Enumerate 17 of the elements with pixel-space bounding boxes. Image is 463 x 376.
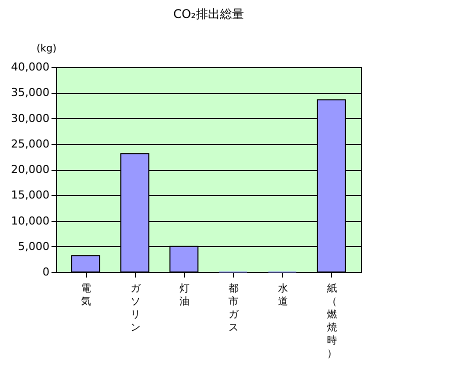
x-tick-label: 紙（燃焼時）	[326, 282, 337, 360]
y-tick-label: 25,000	[11, 137, 50, 150]
y-tick-label: 10,000	[11, 214, 50, 228]
y-axis-title: (kg)	[36, 44, 57, 54]
y-tick-label: 15,000	[11, 188, 50, 202]
x-tick-label: 灯油	[179, 282, 190, 308]
x-tick-label: 都市ガス	[228, 282, 240, 334]
chart-title: CO₂排出総量	[173, 7, 244, 21]
y-tick-label: 35,000	[11, 86, 50, 100]
x-tick-label: 水道	[278, 282, 288, 308]
x-tick-label: ガソリン	[130, 284, 142, 334]
y-tick-label: 30,000	[11, 112, 50, 125]
x-tick-label: 電気	[81, 284, 92, 308]
y-tick-label: 0	[42, 266, 50, 278]
y-tick-label: 40,000	[11, 60, 50, 74]
y-tick-label: 5,000	[18, 240, 50, 253]
y-tick-label: 20,000	[11, 163, 50, 176]
